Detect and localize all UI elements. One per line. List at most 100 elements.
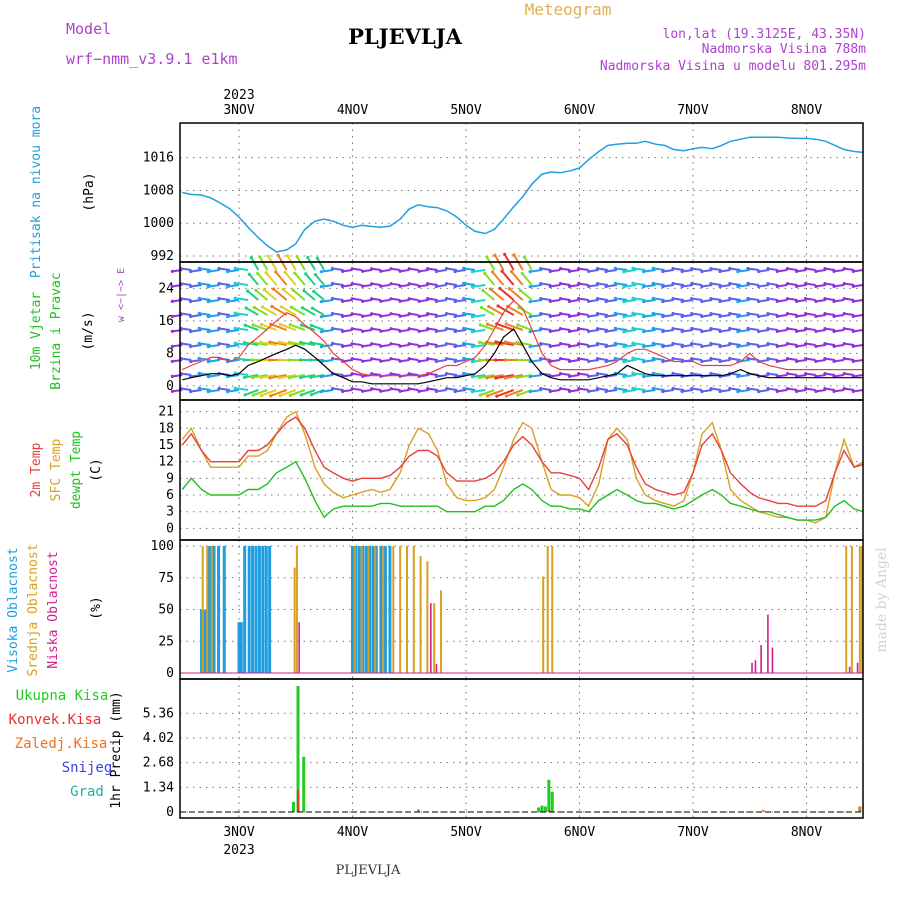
wind-arrow bbox=[472, 329, 486, 333]
wind-arrow bbox=[316, 257, 325, 271]
wind-arrow-head bbox=[700, 269, 704, 274]
wind-arrow bbox=[796, 269, 807, 273]
wind-arrow bbox=[208, 329, 220, 333]
wind-arrow-head bbox=[485, 255, 489, 259]
wind-arrow-head bbox=[651, 326, 655, 330]
wind-arrow-head bbox=[558, 327, 563, 331]
wind-arrow-head bbox=[785, 267, 790, 271]
wind-arrow-head bbox=[718, 344, 722, 349]
wind-arrow-head bbox=[642, 375, 646, 379]
wind-arrow-head bbox=[453, 359, 457, 364]
wind-arrow bbox=[235, 297, 249, 301]
wind-arrow-head bbox=[398, 389, 402, 393]
wind-arrow-head bbox=[503, 376, 508, 380]
wind-arrow-head bbox=[500, 269, 504, 273]
wind-arrow bbox=[252, 341, 268, 346]
cloud-mid-bar bbox=[293, 567, 296, 673]
wind-arrow-head bbox=[651, 371, 655, 375]
wind-arrow bbox=[805, 387, 816, 391]
y-tick-label: 24 bbox=[158, 281, 174, 296]
wind-arrow-head bbox=[651, 356, 655, 360]
wind-arrow bbox=[578, 387, 589, 391]
wind-arrow bbox=[486, 341, 504, 346]
cloud-mid-bar bbox=[433, 603, 436, 673]
wind-arrow bbox=[550, 269, 561, 273]
wind-arrow-head bbox=[517, 305, 521, 310]
panel-wind: 24 16 8 0 bbox=[158, 252, 864, 400]
wind-arrow-head bbox=[728, 266, 732, 271]
wind-arrow-head bbox=[379, 314, 383, 318]
cloud-mid-bar bbox=[210, 546, 213, 673]
wind-arrow-head bbox=[728, 296, 732, 301]
wind-arrow bbox=[518, 306, 533, 316]
wind-arrow-head bbox=[558, 312, 563, 316]
wind-arrow-head bbox=[766, 386, 770, 391]
wind-arrow-head bbox=[718, 314, 722, 319]
wind-arrow-head bbox=[256, 271, 260, 276]
wind-arrow bbox=[263, 288, 278, 301]
cloud-high-bar bbox=[251, 546, 255, 673]
wind-arrow-head bbox=[252, 305, 256, 310]
wind-arrow bbox=[472, 374, 486, 378]
wind-arrow bbox=[303, 289, 316, 301]
wind-arrow bbox=[653, 297, 665, 301]
wind-arrow-head bbox=[622, 390, 626, 394]
wind-arrow-head bbox=[757, 299, 761, 304]
wind-arrow bbox=[701, 389, 713, 393]
wind-arrow-head bbox=[434, 269, 438, 274]
wind-arrow bbox=[436, 344, 447, 348]
wind-arrow-head bbox=[604, 389, 608, 394]
wind-arrow-head bbox=[278, 322, 282, 326]
wind-arrow bbox=[274, 271, 288, 286]
wind-arrow-head bbox=[516, 323, 520, 327]
top-day-labels: 3NOV 4NOV 5NOV 6NOV 7NOV 8NOV bbox=[223, 103, 822, 118]
wind-arrow-head bbox=[539, 296, 543, 301]
wind-arrow-head bbox=[595, 311, 600, 316]
wind-arrow bbox=[719, 389, 731, 393]
wind-arrow-head bbox=[814, 359, 818, 363]
wind-arrow-head bbox=[494, 340, 498, 344]
wind-arrow bbox=[530, 329, 543, 333]
wind-arrow-head bbox=[287, 340, 292, 344]
wind-arrow-head bbox=[426, 297, 430, 301]
wind-arrow-head bbox=[206, 270, 210, 274]
wind-arrow bbox=[853, 314, 864, 318]
wind-arrow bbox=[796, 359, 807, 363]
wind-arrow-head bbox=[775, 329, 779, 333]
wind-arrow bbox=[560, 342, 571, 346]
wind-arrow bbox=[190, 344, 202, 348]
wind-arrow bbox=[265, 272, 278, 286]
wind-arrow bbox=[510, 270, 524, 286]
wind-arrow-head bbox=[462, 326, 466, 330]
wind-arrow bbox=[560, 372, 571, 376]
wind-arrow-head bbox=[728, 281, 732, 286]
wind-arrow bbox=[279, 323, 297, 331]
wind-arrow bbox=[737, 284, 750, 288]
wind-arrow-head bbox=[746, 266, 750, 271]
wind-arrow-head bbox=[266, 254, 271, 258]
wind-arrow bbox=[311, 324, 325, 331]
wind-arrow bbox=[824, 342, 836, 346]
wind-arrow bbox=[597, 327, 609, 331]
wind-arrow bbox=[643, 269, 656, 273]
wind-arrow bbox=[833, 344, 845, 348]
wind-arrow-head bbox=[444, 326, 449, 331]
wind-arrow-head bbox=[350, 342, 354, 346]
wind-arrow bbox=[632, 342, 646, 346]
wind-arrow bbox=[271, 305, 288, 316]
wind-arrow bbox=[180, 327, 192, 331]
wind-arrow bbox=[643, 314, 656, 318]
cloud-low-bar bbox=[856, 662, 859, 673]
wind-arrow bbox=[472, 299, 486, 303]
wind-arrow-head bbox=[170, 359, 174, 363]
wind-arrow bbox=[521, 272, 533, 286]
wind-arrow bbox=[710, 357, 722, 361]
wind-arrow-head bbox=[249, 256, 253, 260]
wind-arrow bbox=[632, 312, 646, 316]
wind-arrow-head bbox=[417, 284, 421, 288]
wind-arrow-head bbox=[775, 359, 779, 363]
wind-arrow bbox=[632, 297, 646, 301]
wind-arrow-head bbox=[370, 297, 374, 301]
wind-gust-line bbox=[182, 299, 864, 377]
wind-arrow-head bbox=[539, 386, 543, 391]
